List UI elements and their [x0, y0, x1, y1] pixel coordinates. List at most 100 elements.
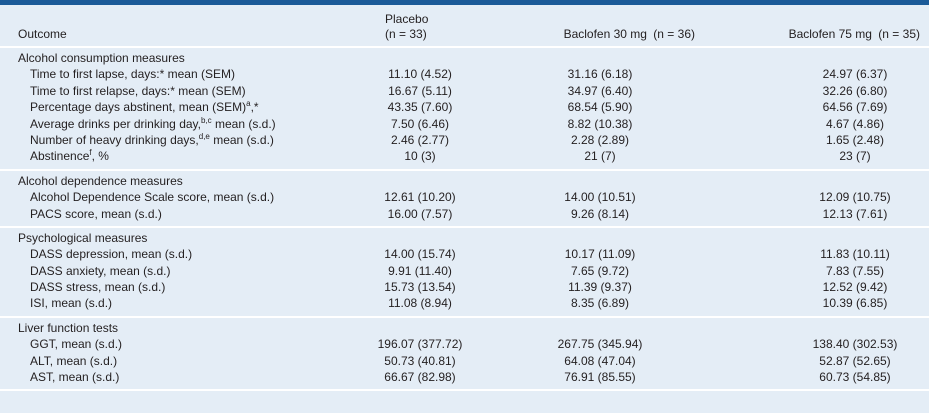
value-cell: 66.67 (82.98) — [384, 370, 456, 385]
value-cell: 138.40 (302.53) — [812, 337, 898, 352]
row-label-cell: Abstinencef, % — [30, 148, 109, 164]
row-label: ALT, mean (s.d.) — [30, 353, 118, 368]
value-cell: 16.00 (7.57) — [387, 206, 453, 221]
table-row: Abstinencef, % 10 (3) 21 (7) 23 (7) — [0, 148, 929, 164]
row-label: Time to first lapse, days:* mean (SEM) — [30, 67, 235, 82]
value-cell: 21 (7) — [584, 149, 616, 164]
row-label: Percentage days abstinent, mean (SEM) — [30, 100, 247, 115]
section-title: Alcohol dependence measures — [18, 173, 183, 188]
value-cell: 8.82 (10.38) — [567, 116, 633, 131]
value-cell: 12.61 (10.20) — [384, 190, 456, 205]
row-label-cell: Alcohol Dependence Scale score, mean (s.… — [30, 189, 274, 205]
value-cell: 14.00 (10.51) — [564, 190, 636, 205]
group-n: (n = 33) — [385, 27, 427, 41]
row-label: PACS score, mean (s.d.) — [30, 206, 162, 221]
row-label-cell: GGT, mean (s.d.) — [30, 336, 122, 352]
row-label-suffix: mean (s.d.) — [211, 116, 276, 131]
value-cell: 9.91 (11.40) — [388, 263, 452, 278]
table-row: DASS depression, mean (s.d.) 14.00 (15.74… — [0, 246, 929, 262]
row-label-suffix: mean (s.d.) — [209, 132, 274, 147]
row-label-cell: AST, mean (s.d.) — [30, 369, 119, 385]
table-row: ISI, mean (s.d.) 11.08 (8.94) 8.35 (6.89) 1… — [0, 295, 929, 311]
value-cell: 11.10 (4.52) — [388, 67, 452, 82]
value-cell: 8.35 (6.89) — [570, 296, 630, 311]
row-label-suffix: , % — [91, 149, 109, 164]
header-cell: Baclofen 75 mg (n = 35) — [789, 27, 920, 42]
row-label-cell: PACS score, mean (s.d.) — [30, 206, 162, 222]
value-cell: 267.75 (345.94) — [557, 337, 643, 352]
group-n: (n = 36) — [653, 27, 695, 41]
value-cell: 31.16 (6.18) — [567, 67, 633, 82]
footnote-mark: d,e — [198, 131, 210, 141]
group-name: Baclofen 75 mg — [788, 27, 872, 41]
table-row: Time to first lapse, days:* mean (SEM) 11… — [0, 66, 929, 82]
row-label-cell: DASS anxiety, mean (s.d.) — [30, 263, 171, 279]
section: Alcohol dependence measures Alcohol Depen… — [0, 171, 929, 228]
value-cell: 64.56 (7.69) — [822, 100, 888, 115]
footnote-mark: f — [89, 148, 92, 158]
row-label-cell: DASS depression, mean (s.d.) — [30, 246, 192, 262]
value-cell: 2.46 (2.77) — [390, 132, 450, 147]
row-label-cell: DASS stress, mean (s.d.) — [30, 279, 165, 295]
value-cell: 7.50 (6.46) — [390, 116, 450, 131]
row-label: Alcohol Dependence Scale score, mean (s.… — [30, 190, 275, 205]
value-cell: 11.83 (10.11) — [820, 247, 890, 262]
value-cell: 76.91 (85.55) — [564, 370, 636, 385]
row-label: ISI, mean (s.d.) — [30, 296, 113, 311]
header-cell: Outcome — [18, 27, 67, 41]
row-label-cell: Number of heavy drinking days,d,e mean (… — [30, 132, 274, 148]
row-label: AST, mean (s.d.) — [30, 370, 120, 385]
value-cell: 12.52 (9.42) — [822, 280, 888, 295]
value-cell: 52.87 (52.65) — [819, 353, 891, 368]
row-label: GGT, mean (s.d.) — [30, 337, 123, 352]
row-label-cell: Time to first lapse, days:* mean (SEM) — [30, 66, 235, 82]
value-cell: 1.65 (2.48) — [825, 132, 885, 147]
table-row: Alcohol Dependence Scale score, mean (s.… — [0, 189, 929, 205]
footnote-mark: b,c — [200, 115, 212, 125]
value-cell: 12.09 (10.75) — [819, 190, 891, 205]
value-cell: 11.08 (8.94) — [388, 296, 452, 311]
table-row: PACS score, mean (s.d.) 16.00 (7.57) 9.26 … — [0, 206, 929, 222]
value-cell: 24.97 (6.37) — [822, 67, 888, 82]
value-cell: 23 (7) — [839, 149, 871, 164]
section-title: Alcohol consumption measures — [18, 51, 185, 65]
header-cell: Placebo (n = 33) — [385, 12, 428, 42]
group-name: Baclofen 30 mg — [563, 27, 647, 41]
value-cell: 12.13 (7.61) — [822, 206, 888, 221]
row-label: DASS depression, mean (s.d.) — [30, 247, 193, 262]
section-title: Psychological measures — [18, 230, 148, 245]
value-cell: 10 (3) — [404, 149, 436, 164]
section-title-row: Psychological measures — [0, 230, 929, 246]
section: Alcohol consumption measures Time to firs… — [0, 48, 929, 171]
section: Liver function tests GGT, mean (s.d.) 196.… — [0, 318, 929, 392]
value-cell: 34.97 (6.40) — [567, 83, 633, 98]
group-name: Placebo — [385, 12, 429, 26]
value-cell: 196.07 (377.72) — [377, 337, 463, 352]
row-label: Average drinks per drinking day, — [30, 116, 201, 131]
table-header: Outcome Placebo (n = 33) Baclofen 30 mg … — [0, 5, 929, 48]
value-cell: 68.54 (5.90) — [567, 100, 633, 115]
table-row: ALT, mean (s.d.) 50.73 (40.81) 64.08 (47.0… — [0, 353, 929, 369]
value-cell: 11.39 (9.37) — [568, 280, 632, 295]
row-label-cell: Average drinks per drinking day,b,c mean… — [30, 116, 276, 132]
row-label: Abstinence — [30, 149, 90, 164]
value-cell: 14.00 (15.74) — [384, 247, 456, 262]
row-label: Time to first relapse, days:* mean (SEM) — [30, 83, 246, 98]
section: Psychological measures DASS depression, m… — [0, 228, 929, 318]
table-row: Percentage days abstinent, mean (SEM)a,*… — [0, 99, 929, 115]
row-label-cell: Percentage days abstinent, mean (SEM)a,* — [30, 99, 259, 115]
row-label-cell: ISI, mean (s.d.) — [30, 295, 112, 311]
group-n: (n = 35) — [878, 27, 920, 41]
row-label: DASS anxiety, mean (s.d.) — [30, 263, 171, 278]
row-label-cell: ALT, mean (s.d.) — [30, 353, 117, 369]
value-cell: 7.83 (7.55) — [825, 263, 885, 278]
value-cell: 9.26 (8.14) — [570, 206, 630, 221]
value-cell: 4.67 (4.86) — [825, 116, 885, 131]
value-cell: 60.73 (54.85) — [819, 370, 891, 385]
row-label: DASS stress, mean (s.d.) — [30, 280, 166, 295]
table-row: AST, mean (s.d.) 66.67 (82.98) 76.91 (85.5… — [0, 369, 929, 385]
value-cell: 50.73 (40.81) — [384, 353, 456, 368]
table-body: Alcohol consumption measures Time to firs… — [0, 48, 929, 392]
value-cell: 16.67 (5.11) — [388, 83, 452, 98]
table-row: GGT, mean (s.d.) 196.07 (377.72) 267.75 (3… — [0, 336, 929, 352]
